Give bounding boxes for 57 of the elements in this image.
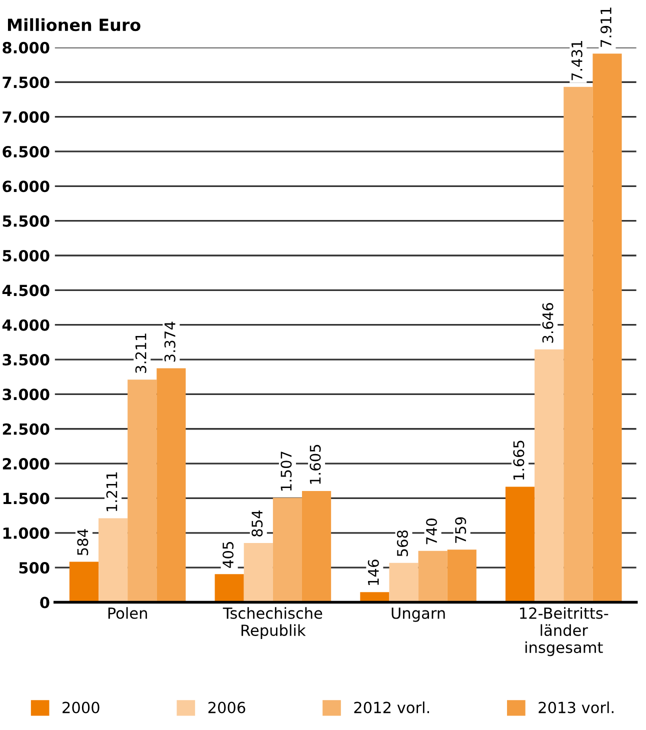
data-label: 3.211: [135, 334, 146, 373]
data-label: 740: [426, 518, 438, 544]
legend-label: 2013 vorl.: [538, 701, 614, 714]
data-label: 7.431: [571, 40, 582, 80]
data-label: 3.374: [164, 322, 176, 362]
bar: [389, 562, 418, 602]
data-label: 3.646: [542, 303, 554, 343]
y-tick-label: 2.500: [2, 423, 50, 435]
y-axis-title: Millionen Euro: [8, 18, 140, 32]
bar: [98, 518, 128, 602]
y-tick-label: 7.500: [2, 76, 50, 88]
y-tick-label: 6.000: [2, 180, 50, 192]
y-tick-label: 0: [40, 596, 50, 608]
y-tick-label: 500: [19, 562, 50, 574]
y-tick-label: 5.500: [2, 215, 50, 227]
legend-label: 2006: [208, 702, 246, 714]
data-label: 1.665: [513, 440, 524, 480]
bar: [564, 86, 593, 602]
data-label: 568: [396, 530, 408, 556]
y-tick-label: 3.500: [2, 354, 50, 366]
bar: [69, 562, 99, 602]
data-label: 759: [455, 517, 466, 543]
legend-label: 2000: [62, 702, 100, 714]
y-tick-label: 2.000: [2, 458, 50, 470]
x-tick-label: Tschechische Republik: [222, 607, 322, 640]
bar: [534, 349, 564, 602]
data-label: 146: [368, 560, 379, 585]
bar: [244, 543, 273, 602]
data-label: 7.911: [600, 8, 612, 47]
bar: [214, 574, 244, 602]
data-label: 1.605: [310, 444, 321, 484]
y-tick-label: 6.500: [2, 146, 50, 158]
y-tick-label: 5.000: [2, 250, 50, 262]
x-tick-label: 12-Beitritts- länder insgesamt: [520, 607, 608, 656]
data-label: 405: [222, 542, 234, 568]
y-tick-label: 4.500: [2, 284, 50, 296]
y-tick-label: 1.000: [3, 527, 50, 539]
bar: [156, 368, 186, 602]
y-tick-label: 4.000: [2, 319, 50, 331]
y-tick-label: 1.500: [3, 492, 50, 504]
bar: [447, 550, 476, 602]
data-label: 854: [252, 510, 263, 536]
y-tick-label: 8.000: [2, 42, 50, 54]
bar: [128, 380, 157, 602]
data-label: 1.211: [106, 472, 118, 512]
data-label: 1.507: [280, 452, 292, 491]
bar: [272, 498, 302, 602]
bar: [592, 54, 622, 602]
bar: [505, 486, 535, 602]
legend-label: 2012 vorl.: [354, 701, 429, 714]
y-tick-label: 3.000: [2, 388, 50, 400]
x-tick-label: Polen: [108, 607, 147, 619]
bar: [302, 490, 332, 602]
x-tick-label: Ungarn: [392, 608, 445, 622]
bar: [418, 550, 448, 602]
data-label: 584: [77, 529, 88, 556]
y-tick-label: 7.000: [2, 111, 50, 123]
